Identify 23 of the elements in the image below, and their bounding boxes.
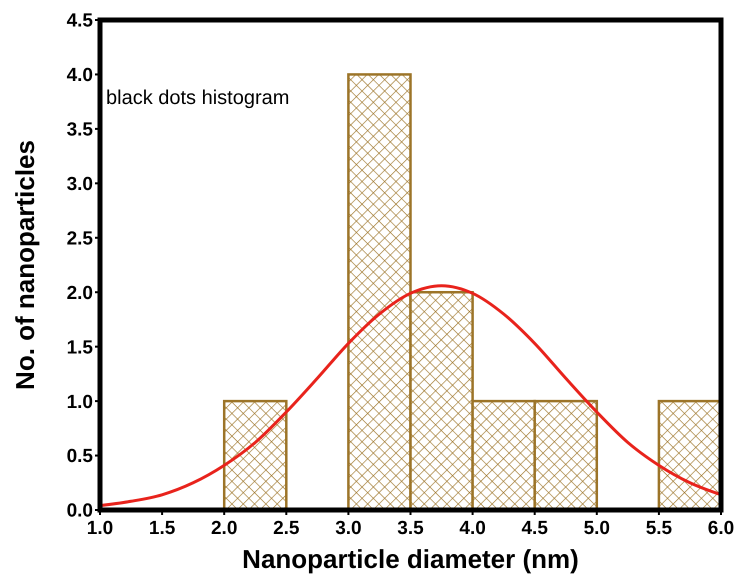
y-tick-label: 1.5 [66,337,94,358]
annotation: black dots histogram [106,87,290,109]
line-series [100,284,721,508]
y-tick-label: 3.5 [66,120,94,141]
y-axis-title: No. of nanoparticles [10,140,40,390]
y-tick-label: 4.5 [66,10,94,32]
x-tick-label: 4.5 [521,518,548,539]
y-tick-label: 3.0 [66,174,93,195]
x-tick-label: 5.0 [584,518,610,539]
y-tick-label: 0.5 [66,446,94,468]
x-tick-label: 6.0 [708,518,734,539]
x-tick-label: 3.0 [335,518,362,539]
x-tick-label: 4.0 [459,518,486,539]
x-axis-title: Nanoparticle diameter (nm) [242,544,579,574]
x-tick-label: 2.5 [273,518,300,539]
y-tick-label: 2.5 [66,228,94,250]
x-tick-label: 3.5 [397,518,424,539]
y-tick-label: 2.0 [66,282,93,304]
x-tick-label: 2.0 [210,518,238,539]
y-tick-label: 4.0 [66,65,93,86]
x-tick-label: 1.5 [148,518,176,539]
x-tick-label: 5.5 [646,518,673,539]
y-tick-label: 1.0 [66,392,93,413]
